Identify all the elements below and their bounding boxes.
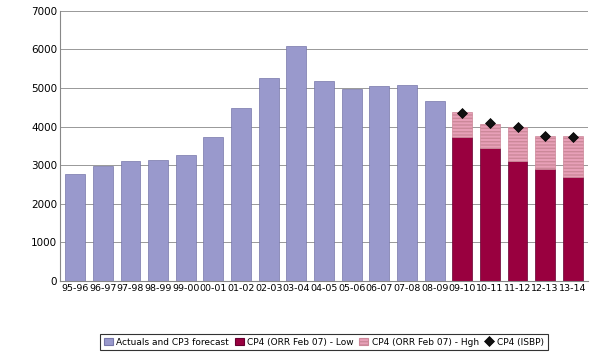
Bar <box>535 169 555 281</box>
Bar <box>397 85 417 281</box>
Bar <box>425 101 445 281</box>
Bar <box>203 137 223 281</box>
Bar <box>314 81 334 281</box>
Legend: Actuals and CP3 forecast, CP4 (ORR Feb 07) - Low, CP4 (ORR Feb 07) - Hgh, CP4 (I: Actuals and CP3 forecast, CP4 (ORR Feb 0… <box>100 334 548 350</box>
Bar <box>508 161 527 281</box>
Bar <box>93 166 113 281</box>
Bar <box>286 46 307 281</box>
Bar <box>563 177 583 281</box>
Bar <box>535 136 555 169</box>
Bar <box>148 160 168 281</box>
Bar <box>259 77 278 281</box>
Bar <box>563 136 583 177</box>
Bar <box>65 174 85 281</box>
Bar <box>480 148 500 281</box>
Bar <box>231 108 251 281</box>
Bar <box>480 124 500 148</box>
Bar <box>121 161 140 281</box>
Bar <box>370 86 389 281</box>
Bar <box>176 155 196 281</box>
Bar <box>341 89 362 281</box>
Bar <box>452 137 472 281</box>
Bar <box>508 126 527 161</box>
Bar <box>452 112 472 137</box>
